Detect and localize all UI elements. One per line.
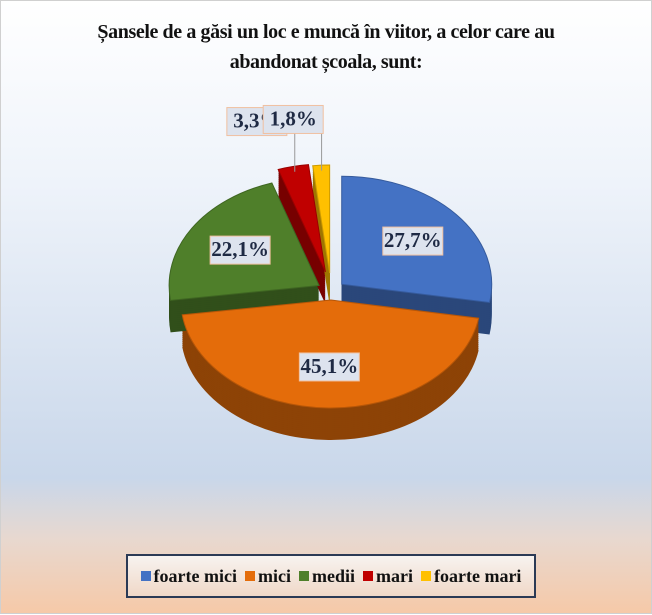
legend-label: foarte mari bbox=[433, 565, 522, 586]
slice bbox=[277, 164, 326, 273]
data-label: 45,1% bbox=[298, 352, 360, 382]
data-label-box bbox=[382, 226, 444, 256]
legend-label: mari bbox=[376, 565, 413, 586]
legend-entry: medii bbox=[299, 566, 355, 587]
legend-label: mici bbox=[258, 565, 291, 586]
legend-swatch bbox=[299, 571, 309, 581]
legend-swatch bbox=[363, 571, 373, 581]
data-label-text: 22,1% bbox=[211, 237, 269, 261]
data-label-box bbox=[298, 352, 360, 382]
legend-label: foarte mici bbox=[153, 565, 237, 586]
data-label-box bbox=[262, 104, 324, 134]
data-label: 22,1% bbox=[209, 235, 271, 265]
legend-label: medii bbox=[312, 565, 355, 586]
data-label: 27,7% bbox=[382, 226, 444, 256]
chart-title: Șansele de a găsi un loc e muncă în viit… bbox=[97, 21, 555, 73]
legend: foarte mici mici medii mari foarte mari bbox=[126, 554, 536, 598]
legend-swatch bbox=[245, 571, 255, 581]
legend-entry: foarte mici bbox=[140, 565, 237, 587]
data-label-text: 45,1% bbox=[300, 354, 358, 378]
legend-swatch bbox=[140, 571, 151, 581]
legend-entry: mari bbox=[363, 566, 413, 587]
legend-entry: foarte mari bbox=[420, 565, 522, 587]
legend-entry: mici bbox=[245, 566, 291, 587]
data-label: 1,8% bbox=[262, 104, 324, 134]
data-label-box bbox=[209, 235, 271, 265]
data-label-text: 27,7% bbox=[384, 228, 442, 252]
legend-swatch bbox=[420, 571, 431, 581]
data-label-text: 1,8% bbox=[270, 106, 317, 130]
